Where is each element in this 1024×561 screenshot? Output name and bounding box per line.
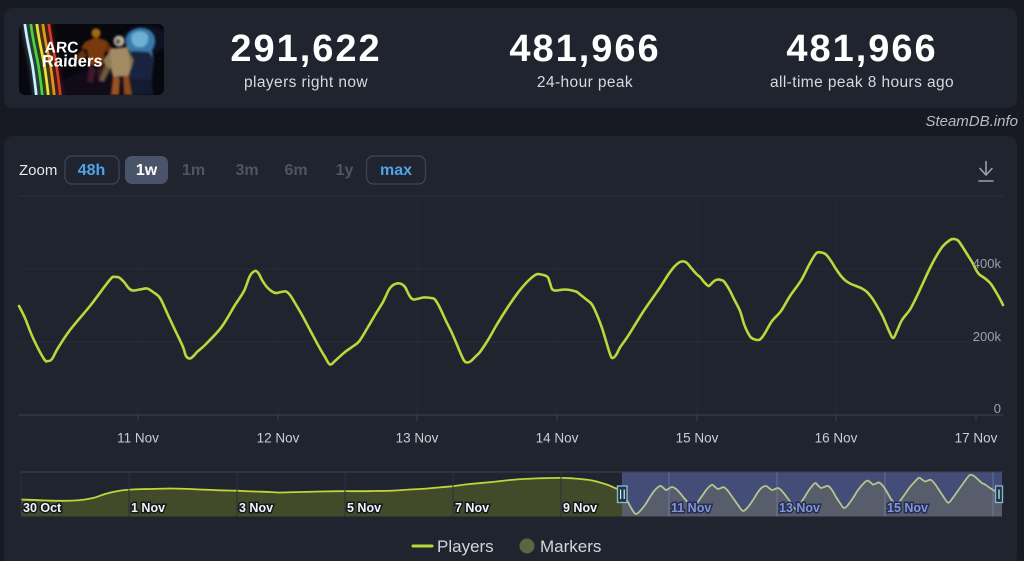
svg-text:ARC: ARC [44,40,78,57]
svg-text:3 Nov: 3 Nov [239,501,273,515]
svg-text:48h: 48h [78,162,106,179]
svg-text:12 Nov: 12 Nov [257,431,300,446]
svg-text:1w: 1w [136,162,158,179]
svg-text:1 Nov: 1 Nov [131,501,165,515]
svg-text:0: 0 [994,401,1001,416]
svg-text:11 Nov: 11 Nov [117,431,159,446]
svg-text:1m: 1m [182,162,205,179]
svg-text:7 Nov: 7 Nov [455,501,489,515]
svg-text:6m: 6m [284,162,307,179]
svg-text:16 Nov: 16 Nov [815,431,858,446]
svg-text:15 Nov: 15 Nov [676,431,719,446]
svg-text:3m: 3m [235,162,258,179]
svg-text:400k: 400k [973,256,1002,271]
svg-text:1y: 1y [336,162,354,179]
svg-text:Markers: Markers [540,537,601,556]
svg-text:13 Nov: 13 Nov [396,431,439,446]
svg-text:15 Nov: 15 Nov [887,501,928,515]
svg-text:30 Oct: 30 Oct [23,501,62,515]
svg-text:5 Nov: 5 Nov [347,501,381,515]
svg-text:max: max [380,162,412,179]
svg-text:200k: 200k [973,329,1002,344]
svg-text:Players: Players [437,537,494,556]
svg-text:Zoom: Zoom [19,162,57,179]
svg-text:9 Nov: 9 Nov [563,501,597,515]
svg-text:17 Nov: 17 Nov [955,431,998,446]
svg-text:13 Nov: 13 Nov [779,501,820,515]
svg-text:Raiders: Raiders [42,53,103,71]
svg-text:14 Nov: 14 Nov [536,431,579,446]
svg-text:11 Nov: 11 Nov [671,501,711,515]
